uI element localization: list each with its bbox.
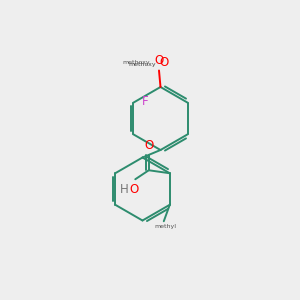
Text: methoxy: methoxy [129, 62, 156, 67]
Text: F: F [142, 95, 148, 108]
Text: O: O [154, 54, 164, 67]
Text: methoxy: methoxy [122, 60, 150, 64]
Text: O: O [129, 183, 138, 196]
Text: O: O [144, 139, 153, 152]
Text: methyl: methyl [154, 224, 176, 229]
Text: O: O [159, 56, 168, 69]
Text: H: H [119, 183, 128, 196]
